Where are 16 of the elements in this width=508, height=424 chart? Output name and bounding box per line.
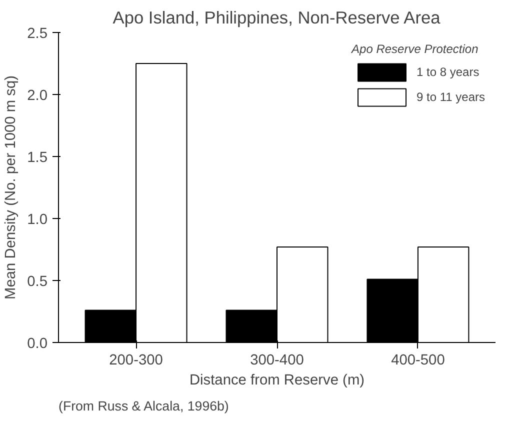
x-tick-label: 400-500	[391, 352, 445, 368]
y-tick-label: 1.5	[27, 150, 48, 166]
y-tick-label: 2.0	[27, 88, 48, 104]
legend-title: Apo Reserve Protection	[352, 42, 480, 56]
text: (From Russ & Alcala, 1996b)	[58, 398, 229, 414]
y-tick-label: 0.0	[27, 336, 48, 352]
chart-title: Apo Island, Philippines, Non-Reserve Area	[112, 8, 441, 28]
y-axis-title: Mean Density (No. per 1000 m sq)	[3, 75, 20, 300]
y-tick-label: 0.5	[27, 274, 48, 290]
x-tick-label: 300-400	[250, 352, 304, 368]
y-tick-label: 1.0	[27, 212, 48, 228]
legend-label: 9 to 11 years	[416, 90, 485, 104]
x-axis-title: Distance from Reserve (m)	[189, 372, 365, 388]
legend-label: 1 to 8 years	[416, 65, 480, 79]
x-tick-label: 200-300	[109, 352, 163, 368]
y-tick-label: 2.5	[27, 26, 48, 42]
